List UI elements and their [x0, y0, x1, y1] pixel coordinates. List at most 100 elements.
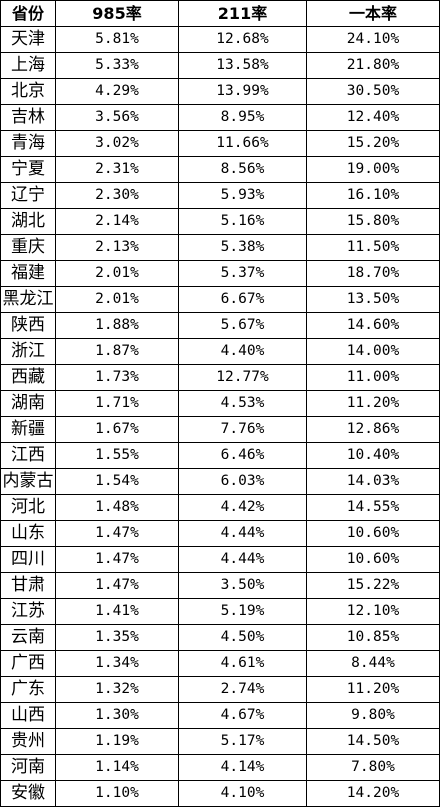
rate-985-cell: 1.47% — [55, 520, 179, 547]
province-cell: 浙江 — [0, 338, 56, 365]
province-cell: 河南 — [0, 754, 56, 781]
province-cell: 天津 — [0, 26, 56, 53]
rate-985-cell: 1.71% — [55, 390, 179, 417]
table-row: 青海 3.02% 11.66% 15.20% — [0, 130, 440, 157]
rate-tier1-cell: 11.20% — [306, 390, 440, 417]
rate-985-cell: 1.19% — [55, 728, 179, 755]
rate-211-cell: 5.17% — [178, 728, 307, 755]
rate-985-cell: 5.33% — [55, 52, 179, 79]
table-row: 福建 2.01% 5.37% 18.70% — [0, 260, 440, 287]
rate-985-cell: 3.02% — [55, 130, 179, 157]
rate-985-cell: 2.14% — [55, 208, 179, 235]
province-cell: 江西 — [0, 442, 56, 469]
province-cell: 西藏 — [0, 364, 56, 391]
table-row: 重庆 2.13% 5.38% 11.50% — [0, 234, 440, 261]
table-row: 甘肃 1.47% 3.50% 15.22% — [0, 572, 440, 599]
table-row: 云南 1.35% 4.50% 10.85% — [0, 624, 440, 651]
table-row: 四川 1.47% 4.44% 10.60% — [0, 546, 440, 573]
rate-211-cell: 6.03% — [178, 468, 307, 495]
table-row: 新疆 1.67% 7.76% 12.86% — [0, 416, 440, 443]
province-cell: 吉林 — [0, 104, 56, 131]
rate-tier1-cell: 15.22% — [306, 572, 440, 599]
rate-tier1-cell: 12.10% — [306, 598, 440, 625]
rate-tier1-cell: 12.86% — [306, 416, 440, 443]
rate-tier1-cell: 10.40% — [306, 442, 440, 469]
rate-985-cell: 1.48% — [55, 494, 179, 521]
province-cell: 北京 — [0, 78, 56, 105]
rate-211-cell: 5.19% — [178, 598, 307, 625]
rate-985-cell: 2.01% — [55, 286, 179, 313]
rate-211-cell: 8.56% — [178, 156, 307, 183]
rate-211-cell: 7.76% — [178, 416, 307, 443]
rate-tier1-cell: 24.10% — [306, 26, 440, 53]
province-cell: 重庆 — [0, 234, 56, 261]
rate-tier1-cell: 7.80% — [306, 754, 440, 781]
rate-211-cell: 6.67% — [178, 286, 307, 313]
rate-211-cell: 13.58% — [178, 52, 307, 79]
rate-tier1-cell: 14.50% — [306, 728, 440, 755]
rate-985-cell: 1.32% — [55, 676, 179, 703]
rate-211-cell: 4.14% — [178, 754, 307, 781]
table-row: 浙江 1.87% 4.40% 14.00% — [0, 338, 440, 365]
header-985-rate: 985率 — [55, 0, 179, 27]
table-row: 贵州 1.19% 5.17% 14.50% — [0, 728, 440, 755]
rate-211-cell: 4.44% — [178, 520, 307, 547]
province-cell: 云南 — [0, 624, 56, 651]
rate-985-cell: 1.73% — [55, 364, 179, 391]
rate-985-cell: 1.47% — [55, 546, 179, 573]
province-cell: 青海 — [0, 130, 56, 157]
rate-tier1-cell: 10.60% — [306, 520, 440, 547]
rate-tier1-cell: 8.44% — [306, 650, 440, 677]
rate-211-cell: 4.10% — [178, 780, 307, 807]
rate-985-cell: 3.56% — [55, 104, 179, 131]
rate-985-cell: 1.41% — [55, 598, 179, 625]
rate-tier1-cell: 14.03% — [306, 468, 440, 495]
rate-985-cell: 1.54% — [55, 468, 179, 495]
rate-985-cell: 1.35% — [55, 624, 179, 651]
table-row: 吉林 3.56% 8.95% 12.40% — [0, 104, 440, 131]
table-row: 天津 5.81% 12.68% 24.10% — [0, 26, 440, 53]
province-cell: 新疆 — [0, 416, 56, 443]
table-row: 陕西 1.88% 5.67% 14.60% — [0, 312, 440, 339]
table-row: 湖南 1.71% 4.53% 11.20% — [0, 390, 440, 417]
table-row: 北京 4.29% 13.99% 30.50% — [0, 78, 440, 105]
rate-tier1-cell: 16.10% — [306, 182, 440, 209]
rate-tier1-cell: 11.20% — [306, 676, 440, 703]
rate-985-cell: 2.01% — [55, 260, 179, 287]
province-cell: 山东 — [0, 520, 56, 547]
table-row: 江苏 1.41% 5.19% 12.10% — [0, 598, 440, 625]
rate-211-cell: 5.16% — [178, 208, 307, 235]
province-cell: 广西 — [0, 650, 56, 677]
table-row: 山东 1.47% 4.44% 10.60% — [0, 520, 440, 547]
province-cell: 河北 — [0, 494, 56, 521]
province-cell: 福建 — [0, 260, 56, 287]
table-row: 内蒙古 1.54% 6.03% 14.03% — [0, 468, 440, 495]
province-cell: 内蒙古 — [0, 468, 56, 495]
rate-211-cell: 2.74% — [178, 676, 307, 703]
rate-tier1-cell: 13.50% — [306, 286, 440, 313]
rate-985-cell: 2.13% — [55, 234, 179, 261]
rate-tier1-cell: 30.50% — [306, 78, 440, 105]
province-cell: 贵州 — [0, 728, 56, 755]
table-row: 山西 1.30% 4.67% 9.80% — [0, 702, 440, 729]
table-row: 河南 1.14% 4.14% 7.80% — [0, 754, 440, 781]
rate-tier1-cell: 14.00% — [306, 338, 440, 365]
table-row: 广西 1.34% 4.61% 8.44% — [0, 650, 440, 677]
table-body: 天津 5.81% 12.68% 24.10% 上海 5.33% 13.58% 21.80% 北京… — [0, 26, 440, 807]
table-row: 湖北 2.14% 5.16% 15.80% — [0, 208, 440, 235]
rate-985-cell: 1.47% — [55, 572, 179, 599]
province-cell: 湖南 — [0, 390, 56, 417]
rate-tier1-cell: 11.00% — [306, 364, 440, 391]
rate-tier1-cell: 15.80% — [306, 208, 440, 235]
rate-985-cell: 1.30% — [55, 702, 179, 729]
rate-tier1-cell: 14.60% — [306, 312, 440, 339]
rate-985-cell: 4.29% — [55, 78, 179, 105]
table-row: 宁夏 2.31% 8.56% 19.00% — [0, 156, 440, 183]
province-cell: 宁夏 — [0, 156, 56, 183]
rate-985-cell: 1.14% — [55, 754, 179, 781]
province-cell: 上海 — [0, 52, 56, 79]
province-cell: 辽宁 — [0, 182, 56, 209]
header-row: 省份 985率 211率 一本率 — [0, 0, 440, 27]
rate-211-cell: 13.99% — [178, 78, 307, 105]
